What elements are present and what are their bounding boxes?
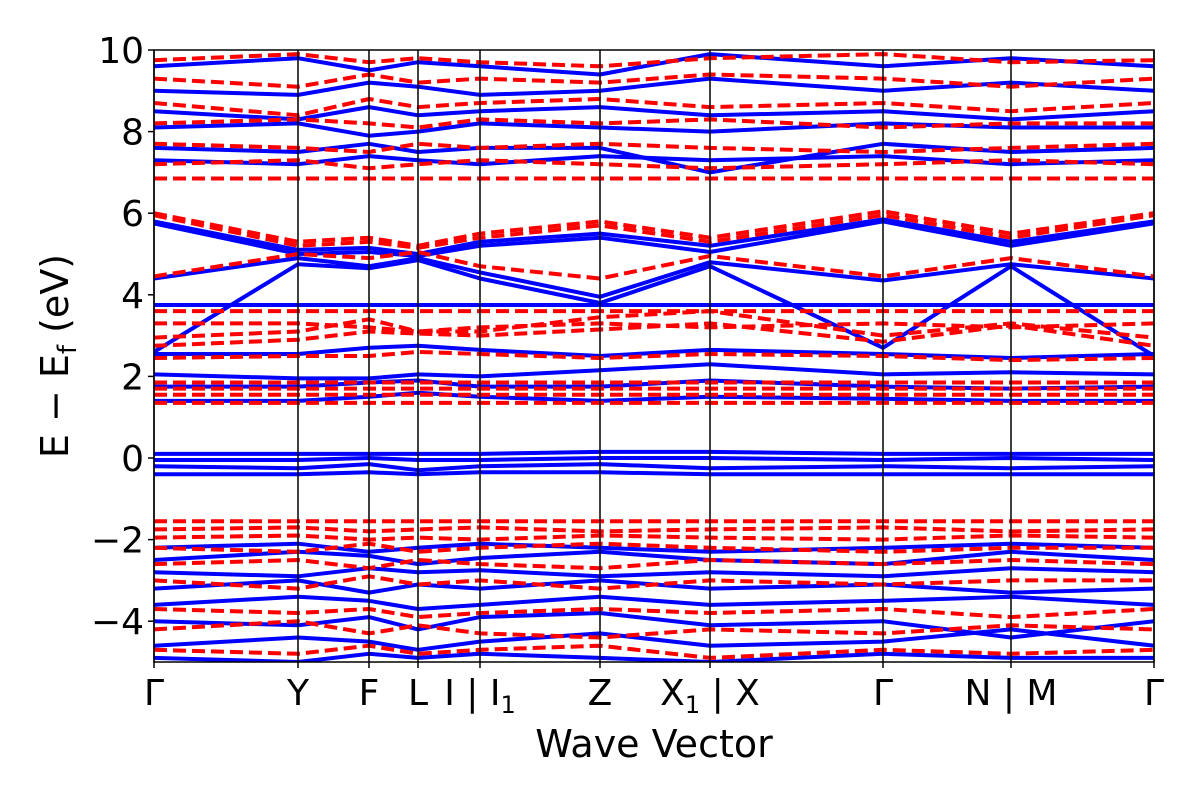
- dashed-band-1: [154, 209, 1154, 248]
- y-tick-label-5: 0: [121, 439, 144, 480]
- solid-band-22: [154, 141, 1154, 175]
- dashed-band-20: [154, 619, 1154, 640]
- dashed-band-6: [154, 309, 1154, 340]
- x-tick-label-7: Γ: [873, 673, 893, 714]
- solid-band-14: [154, 566, 1154, 579]
- x-tick-label-2: F: [359, 673, 380, 714]
- solid-band-1: [154, 217, 1154, 256]
- y-tick-label-3: 4: [121, 276, 144, 317]
- x-tick-label-0: Γ: [144, 673, 164, 714]
- y-tick-label-0: 10: [98, 31, 144, 72]
- solid-band-18: [154, 627, 1154, 652]
- y-tick-label-7: −4: [91, 602, 144, 643]
- solid-band-16: [154, 594, 1154, 611]
- plot-frame: [153, 49, 1155, 663]
- dashed-band-15: [154, 533, 1154, 542]
- dashed-band-26: [154, 72, 1154, 89]
- x-tick-label-1: Y: [286, 673, 310, 714]
- y-axis-title: E − Ef (eV): [33, 254, 83, 458]
- solid-band-9: [154, 449, 1154, 456]
- solid-band-17: [154, 611, 1154, 640]
- solid-band-5: [154, 343, 1154, 360]
- x-tick-label-8: N | M: [964, 673, 1057, 714]
- solid-band-11: [154, 462, 1154, 473]
- dashed-band-2: [154, 213, 1154, 250]
- solid-band-13: [154, 549, 1154, 567]
- dashed-band-14: [154, 525, 1154, 534]
- solid-band-25: [154, 76, 1154, 97]
- y-tick-label-2: 6: [121, 194, 144, 235]
- dashed-band-23: [154, 141, 1154, 154]
- solid-band-10: [154, 456, 1154, 462]
- solid-band-8: [154, 390, 1154, 403]
- y-axis-ticks: 10 8 6 4 2 0 −2 −4: [91, 31, 154, 643]
- y-axis-title-main: E − E: [33, 354, 77, 458]
- dashed-band-7: [154, 321, 1154, 348]
- solid-band-23: [154, 121, 1154, 138]
- solid-band-4: [154, 258, 1154, 358]
- y-axis-title-unit: (eV): [33, 254, 77, 345]
- dashed-band-3: [154, 250, 1154, 281]
- dashed-band-19: [154, 607, 1154, 620]
- x-tick-label-3: L: [408, 673, 428, 714]
- solid-band-26: [154, 52, 1154, 77]
- y-tick-label-1: 8: [121, 113, 144, 154]
- x-tick-label-4: I | I1: [444, 673, 516, 719]
- dashed-band-25: [154, 97, 1154, 118]
- solid-band-3: [154, 256, 1154, 299]
- solid-band-6: [154, 362, 1154, 381]
- solid-band-21: [154, 154, 1154, 167]
- dashed-band-8: [154, 349, 1154, 363]
- y-tick-label-6: −2: [91, 521, 144, 562]
- solid-band-19: [154, 651, 1154, 662]
- dashed-band-16: [154, 541, 1154, 554]
- bands-layer: [154, 52, 1154, 662]
- solid-band-12: [154, 470, 1154, 477]
- x-axis-title: Wave Vector: [535, 722, 773, 766]
- solid-band-24: [154, 105, 1154, 122]
- dashed-band-24: [154, 117, 1154, 130]
- x-tick-label-6: X1 | X: [660, 673, 760, 719]
- dashed-band-17: [154, 558, 1154, 571]
- dashed-band-18: [154, 574, 1154, 591]
- x-tick-label-9: Γ: [1144, 673, 1164, 714]
- dashed-band-22: [154, 158, 1154, 171]
- y-tick-label-4: 2: [121, 357, 144, 398]
- dashed-band-21: [154, 643, 1154, 660]
- y-axis-title-subscript: f: [53, 344, 83, 354]
- x-tick-label-5: Z: [588, 673, 613, 714]
- dashed-band-27: [154, 52, 1154, 69]
- solid-band-2: [154, 219, 1154, 258]
